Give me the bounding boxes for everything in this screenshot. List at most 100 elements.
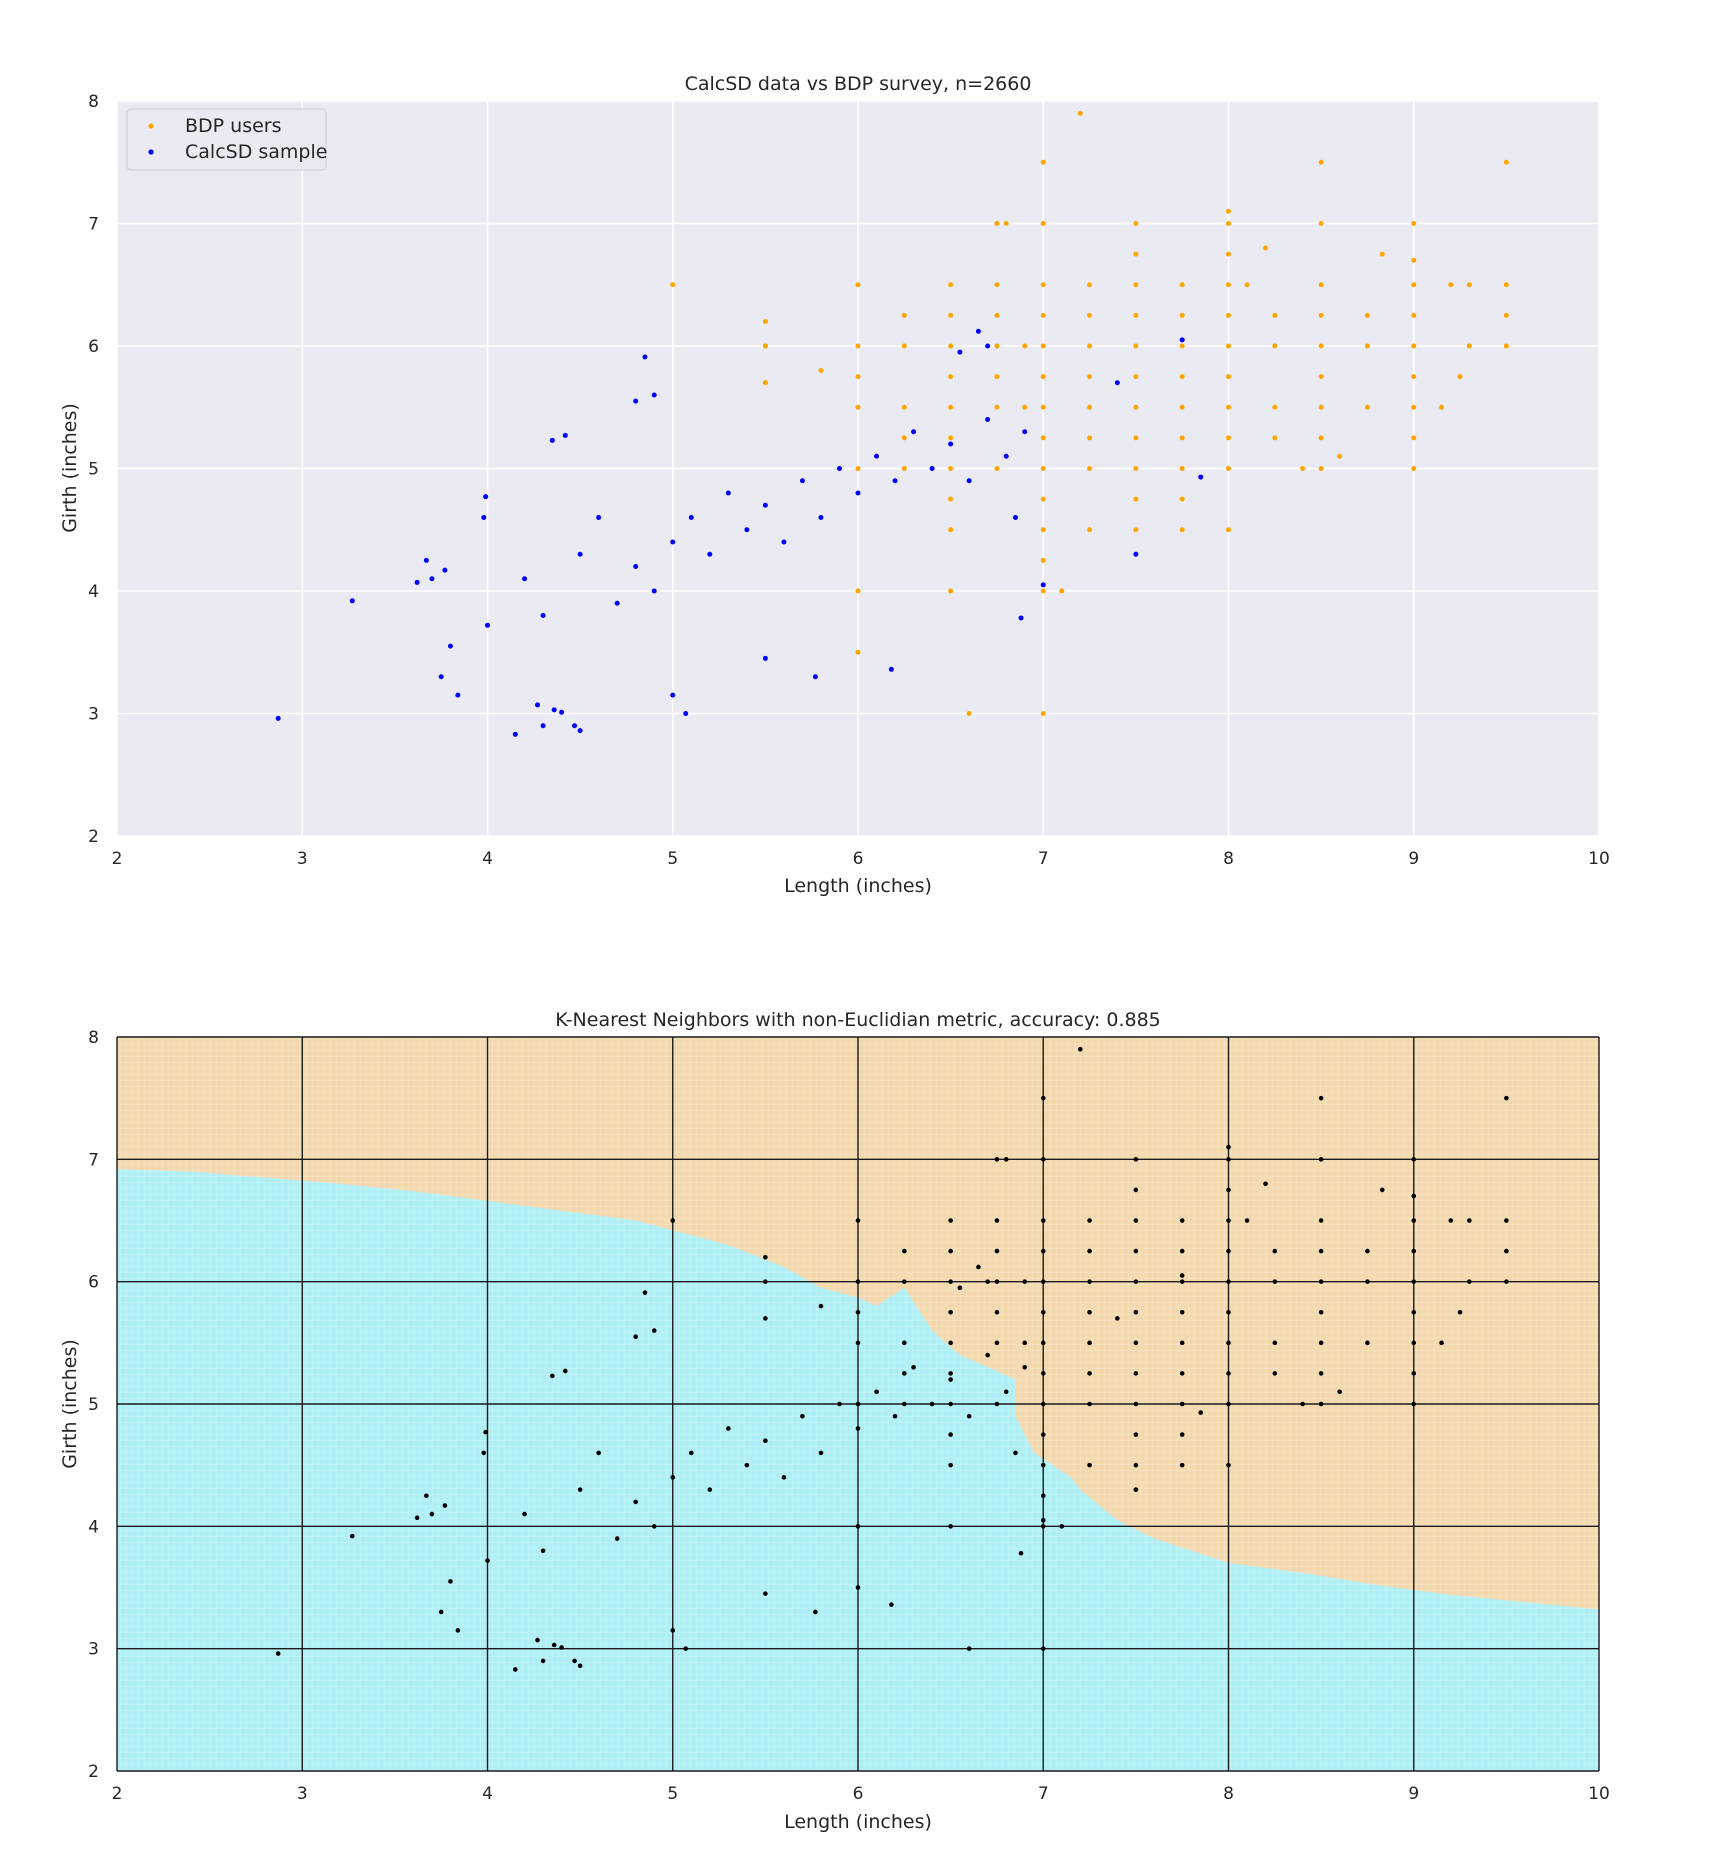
knn-sample-point: [1087, 1371, 1092, 1376]
knn-sample-point: [855, 1585, 861, 1590]
calcsd-sample-point: [642, 354, 648, 360]
knn-sample-point: [1040, 1371, 1046, 1376]
knn-sample-point: [976, 1264, 981, 1270]
calcsd-sample-point: [1022, 429, 1028, 435]
knn-sample-point: [1411, 1401, 1417, 1407]
y-tick-labels: 2 3 4 5 6 7 8: [88, 1028, 99, 1782]
knn-sample-point: [442, 1503, 448, 1508]
bdp-user-point: [1179, 312, 1185, 318]
calcsd-sample-point: [481, 515, 487, 520]
x-tick-labels: 2 3 4 5 6 7 8 9 10: [112, 849, 1610, 869]
knn-sample-point: [349, 1533, 355, 1539]
knn-sample-point: [1087, 1279, 1092, 1284]
knn-sample-point: [683, 1646, 689, 1651]
knn-chart-2: 2 3 4 5 6 7 8 9 10 2 3 4 5 6 7 8 K-Nearest Neighbors w…: [59, 1009, 1610, 1833]
knn-sample-point: [948, 1462, 953, 1468]
bdp-user-point: [994, 282, 1000, 288]
knn-sample-point: [485, 1558, 490, 1563]
bdp-user-point: [1226, 343, 1231, 349]
bdp-user-point: [1179, 343, 1185, 349]
bdp-user-point: [670, 282, 676, 288]
bdp-user-point: [1411, 257, 1417, 263]
x-tick-label: 8: [1223, 849, 1234, 869]
knn-sample-point: [985, 1352, 990, 1358]
bdp-user-point: [901, 343, 907, 349]
knn-sample-point: [1226, 1187, 1231, 1193]
calcsd-sample-point: [549, 437, 555, 443]
knn-sample-point: [1087, 1218, 1092, 1223]
knn-sample-point: [1365, 1279, 1370, 1284]
bdp-user-point: [1364, 312, 1370, 318]
bdp-user-point: [948, 435, 954, 441]
legend-label-bdp-users: BDP users: [185, 115, 282, 137]
knn-sample-point: [813, 1609, 818, 1615]
bdp-user-point: [1503, 343, 1509, 349]
bdp-user-point: [1364, 404, 1370, 410]
knn-sample-point: [559, 1645, 564, 1650]
knn-sample-point: [688, 1450, 694, 1456]
bdp-user-point: [1411, 282, 1417, 288]
knn-sample-point: [1133, 1401, 1139, 1407]
bdp-user-point: [1337, 453, 1343, 459]
bdp-user-point: [1272, 435, 1278, 441]
calcsd-sample-point: [957, 349, 963, 355]
knn-sample-point: [1198, 1410, 1204, 1415]
knn-sample-point: [1272, 1371, 1278, 1376]
calcsd-sample-point: [633, 398, 639, 404]
knn-sample-point: [994, 1279, 1000, 1284]
y-tick-label: 7: [88, 1150, 99, 1170]
chart-title: K-Nearest Neighbors with non-Euclidian m…: [555, 1009, 1161, 1031]
knn-sample-point: [670, 1475, 676, 1480]
knn-sample-point: [889, 1602, 894, 1607]
bdp-user-point: [1133, 221, 1139, 226]
bdp-user-point: [1040, 343, 1046, 349]
scatter-chart-1: 2 3 4 5 6 7 8 9 10 2 3 4 5 6 7 8 CalcSD data vs BDP su…: [59, 73, 1610, 897]
bdp-user-point: [1503, 159, 1509, 165]
knn-sample-point: [966, 1646, 972, 1651]
calcsd-sample-point: [455, 692, 461, 698]
knn-sample-point: [1226, 1462, 1231, 1468]
knn-sample-point: [1179, 1248, 1185, 1254]
y-tick-label: 5: [88, 1395, 99, 1415]
bdp-user-point: [1040, 557, 1046, 563]
x-tick-label: 2: [112, 849, 123, 869]
knn-sample-point: [837, 1401, 842, 1407]
bdp-user-point: [1040, 221, 1046, 226]
bdp-user-point: [994, 404, 1000, 410]
knn-sample-point: [1318, 1401, 1324, 1407]
bdp-user-point: [994, 374, 1000, 380]
bdp-user-point: [948, 588, 954, 594]
calcsd-sample-point: [275, 715, 281, 721]
bdp-user-point: [1226, 312, 1231, 318]
knn-sample-point: [1411, 1248, 1417, 1254]
calcsd-sample-point: [651, 392, 657, 398]
knn-sample-point: [948, 1340, 953, 1346]
bdp-user-point: [1040, 374, 1046, 380]
y-tick-label: 8: [88, 92, 99, 112]
calcsd-sample-point: [874, 453, 880, 459]
x-tick-label: 4: [482, 1784, 493, 1804]
bdp-user-point: [948, 527, 954, 533]
bdp-user-point: [948, 404, 954, 410]
bdp-user-point: [1272, 312, 1278, 318]
knn-sample-point: [535, 1637, 540, 1643]
bdp-user-point: [948, 374, 954, 380]
bdp-user-point: [1087, 466, 1093, 471]
calcsd-sample-point: [836, 466, 842, 471]
calcsd-sample-point: [812, 674, 818, 680]
knn-sample-point: [1087, 1401, 1092, 1407]
knn-sample-point: [1018, 1550, 1024, 1556]
calcsd-sample-point: [1179, 337, 1185, 343]
knn-sample-point: [1179, 1340, 1185, 1346]
knn-sample-point: [1179, 1432, 1185, 1437]
knn-sample-point: [966, 1413, 972, 1419]
calcsd-sample-point: [762, 655, 768, 661]
knn-sample-point: [763, 1316, 768, 1321]
knn-sample-point: [1022, 1340, 1028, 1346]
bdp-user-point: [1318, 282, 1324, 288]
knn-sample-point: [902, 1279, 907, 1284]
data-points: [275, 110, 1509, 737]
x-tick-label: 10: [1588, 849, 1610, 869]
knn-sample-point: [855, 1524, 861, 1529]
